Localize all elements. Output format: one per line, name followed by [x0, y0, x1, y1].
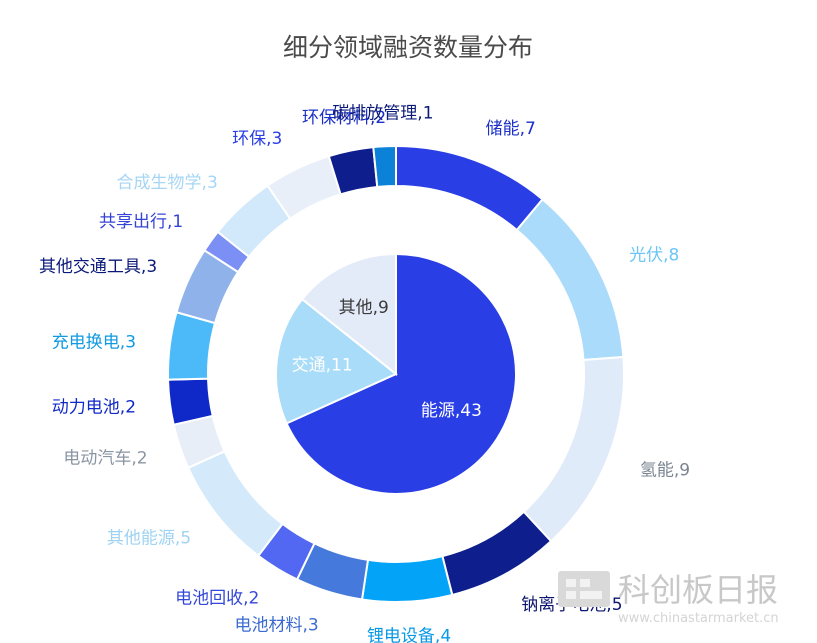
inner-slice-2	[300, 252, 397, 377]
inner-slice-0	[285, 252, 517, 495]
outer-label-10: 充电换电,3	[52, 332, 136, 352]
watermark: 科创板日报 www.chinastarmarket.cn	[558, 571, 779, 626]
outer-slice-16	[372, 144, 397, 189]
outer-label-13: 合成生物学,3	[117, 173, 218, 193]
outer-label-6: 电池回收,2	[175, 589, 259, 609]
watermark-brand: 科创板日报	[618, 571, 778, 609]
outer-label-5: 电池材料,3	[235, 615, 319, 635]
outer-labels: 储能,7光伏,8氢能,9钠离子电池,5锂电设备,4电池材料,3电池回收,2其他能…	[39, 103, 690, 643]
outer-label-14: 环保,3	[232, 129, 282, 149]
inner-labels: 能源,43 交通,11 其他,9	[292, 298, 482, 421]
outer-label-0: 储能,7	[486, 119, 536, 139]
outer-slice-0	[395, 144, 544, 232]
watermark-site: www.chinastarmarket.cn	[618, 611, 779, 626]
inner-pie	[275, 252, 517, 495]
outer-label-8: 电动汽车,2	[63, 448, 147, 468]
chart-title: 细分领域融资数量分布	[283, 33, 533, 62]
outer-slice-2	[522, 355, 625, 543]
inner-slice-1	[275, 297, 398, 425]
inner-label-2: 其他,9	[339, 298, 389, 318]
outer-slice-9	[167, 377, 214, 426]
outer-label-11: 其他交通工具,3	[39, 257, 157, 277]
outer-slice-1	[515, 197, 625, 362]
outer-label-16: 碳排放管理,1	[332, 103, 433, 123]
watermark-logo-icon	[558, 571, 610, 607]
outer-slice-7	[186, 449, 284, 558]
outer-label-4: 锂电设备,4	[367, 627, 451, 643]
inner-label-1: 交通,11	[292, 356, 353, 376]
outer-slice-10	[167, 311, 217, 381]
outer-label-12: 共享出行,1	[99, 212, 183, 232]
outer-label-1: 光伏,8	[629, 245, 679, 265]
outer-slice-3	[441, 510, 553, 597]
outer-slice-4	[360, 554, 454, 603]
inner-label-0: 能源,43	[421, 401, 482, 421]
outer-ring	[167, 144, 625, 603]
outer-label-2: 氢能,9	[640, 461, 690, 481]
outer-label-9: 动力电池,2	[52, 398, 136, 418]
outer-label-7: 其他能源,5	[107, 528, 191, 548]
outer-label-15: 环保材料,2	[302, 108, 386, 128]
